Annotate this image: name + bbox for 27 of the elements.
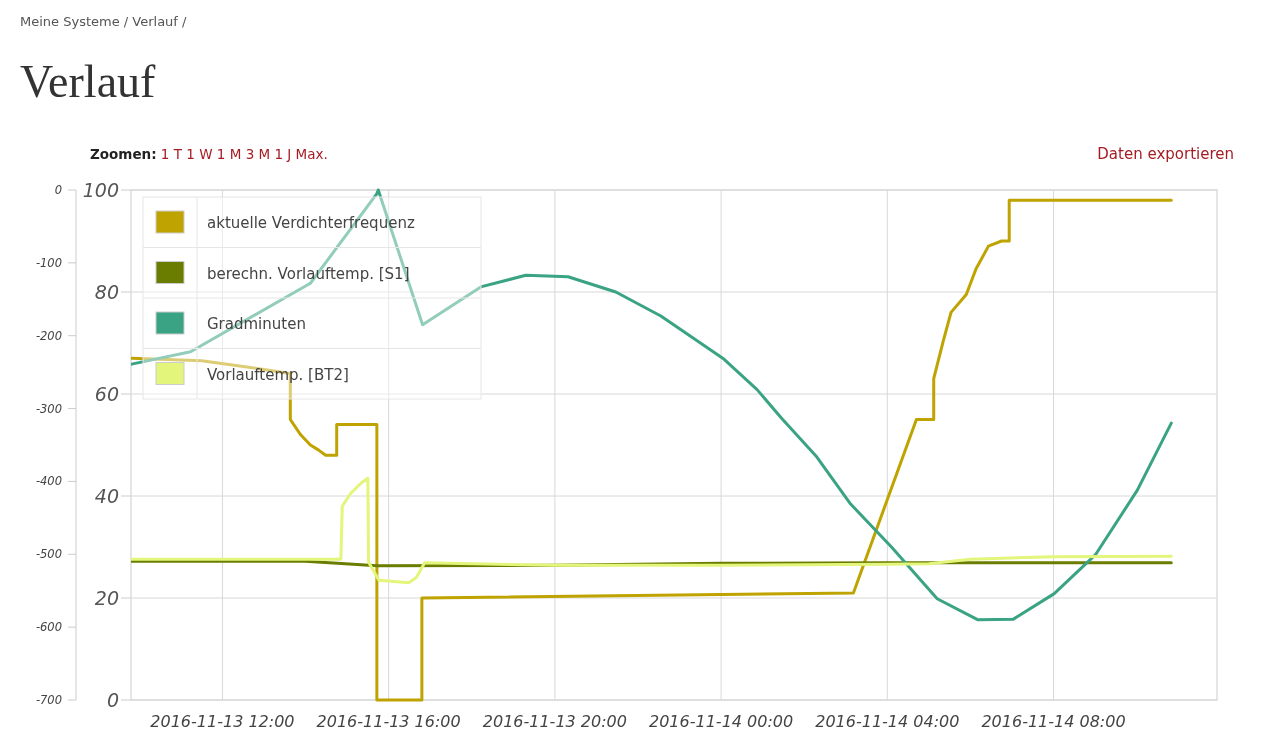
text: Zoomen: 1 T 1 W 1 M 3 M 1 J Max. bbox=[90, 146, 328, 162]
line-series bbox=[131, 198, 1173, 702]
x-tick-label: 2016-11-13 12:00 bbox=[150, 712, 295, 731]
y2-tick-label: -400 bbox=[35, 474, 62, 489]
y-tick-label: 20 bbox=[94, 587, 119, 609]
y2-tick-label: 0 bbox=[54, 183, 62, 197]
x-tick-label: 2016-11-14 00:00 bbox=[649, 712, 794, 731]
y2-tick-label: -500 bbox=[35, 547, 62, 562]
y2-tick-label: -200 bbox=[35, 328, 62, 343]
line-series bbox=[131, 476, 1173, 585]
y2-tick-label: -700 bbox=[35, 693, 62, 707]
x-tick-label: 2016-11-14 04:00 bbox=[815, 712, 960, 731]
x-tick-label: 2016-11-13 20:00 bbox=[482, 712, 627, 731]
y-tick-label: 100 bbox=[82, 179, 119, 201]
y-tick-label: 60 bbox=[94, 383, 119, 405]
y-tick-label: 0 bbox=[106, 689, 119, 711]
text: Meine Systeme / Verlauf / bbox=[20, 14, 188, 29]
y-tick-label: 40 bbox=[94, 485, 119, 507]
y2-tick-label: -600 bbox=[35, 620, 62, 635]
text: Daten exportieren bbox=[1097, 145, 1234, 163]
x-tick-label: 2016-11-14 08:00 bbox=[981, 712, 1126, 731]
x-tick-label: 2016-11-13 16:00 bbox=[316, 712, 461, 731]
y2-tick-label: -100 bbox=[35, 255, 62, 270]
y-tick-label: 80 bbox=[94, 281, 119, 303]
chart-title: Verlauf bbox=[20, 56, 157, 107]
y2-tick-label: -300 bbox=[35, 401, 62, 416]
line-series bbox=[131, 188, 1173, 622]
